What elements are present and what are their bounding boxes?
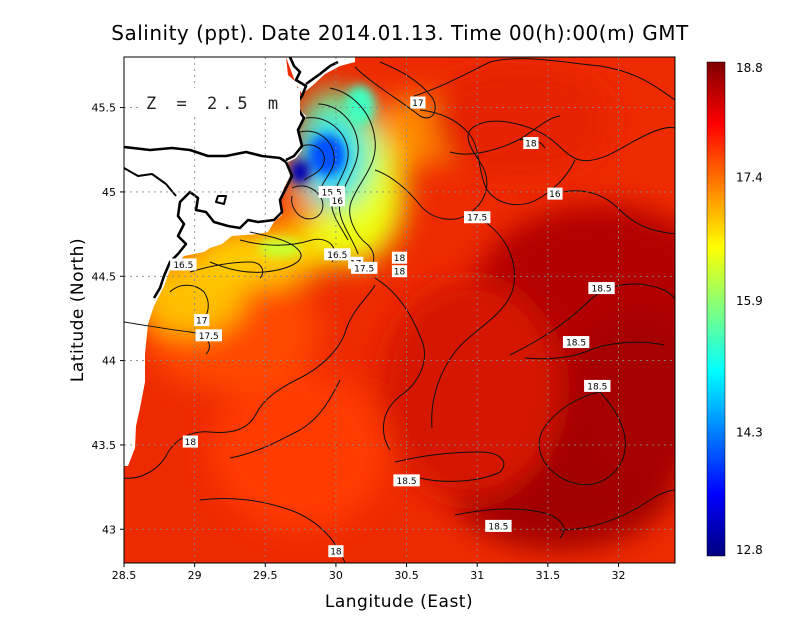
contour-label-text: 17 [196, 317, 207, 327]
x-tick-label: 28.5 [112, 569, 137, 582]
grid-lines [124, 57, 675, 563]
x-tick-label: 29 [188, 569, 202, 582]
depth-annotation-box [140, 88, 300, 116]
contour-label-bg [410, 96, 426, 109]
contour-label-text: 17.5 [199, 332, 219, 342]
contour-label-text: 18 [525, 140, 537, 150]
colorbar-tick-label: 14.3 [736, 426, 763, 440]
plot-frame [123, 56, 676, 564]
colorbar-tick-label: 18.8 [736, 61, 763, 75]
contour-label-bg [547, 187, 563, 200]
contour-label-bg [464, 211, 491, 224]
contour-labels: 17181615.51617.516.5181717.51816.518.517… [170, 96, 615, 558]
colorbar-tick-label: 15.9 [736, 294, 763, 308]
x-tick-label: 31.5 [536, 569, 561, 582]
contour-label-bg [588, 282, 615, 295]
contour-label: 17 [194, 314, 210, 327]
y-tick-label: 44.5 [92, 270, 117, 283]
contour-label-bg [170, 258, 197, 271]
contour-label-text: 18 [330, 548, 342, 558]
y-axis-title: Latitude (North) [68, 238, 88, 382]
x-tick-label: 32 [611, 569, 625, 582]
contour-label: 17.5 [195, 329, 222, 342]
y-tick-label: 45.5 [92, 102, 117, 115]
y-tick-label: 43 [102, 523, 116, 536]
contour-label-text: 18 [185, 438, 197, 448]
contour-label-bg [350, 261, 378, 274]
contour-label: 16.5 [170, 258, 197, 271]
contour-label-text: 18.5 [566, 339, 586, 349]
x-tick-label: 31 [470, 569, 484, 582]
contour-label: 18 [391, 265, 408, 278]
contour-label-text: 18 [394, 268, 406, 278]
contour-label: 17 [410, 96, 426, 109]
contour-label: 18.5 [588, 282, 615, 295]
contour-label: 18 [391, 251, 408, 264]
contour-label-bg [562, 336, 590, 349]
colorbar-tick-label: 17.4 [736, 170, 763, 184]
colorbar-ramp [706, 61, 726, 557]
y-tick-label: 43.5 [92, 439, 117, 452]
contour-label: 18.5 [485, 519, 512, 532]
contour-label: 18 [523, 137, 539, 150]
contour-label-text: 18.5 [592, 285, 612, 295]
contour-label-text: 17 [412, 99, 423, 109]
contour-label: 18 [328, 545, 344, 558]
contour-lines [123, 58, 676, 564]
contour-label-text: 16 [549, 190, 561, 200]
contour-label: 18.5 [562, 336, 590, 349]
contour-label-bg [195, 329, 222, 342]
contour-label-bg [324, 248, 351, 261]
contour-label-bg [391, 265, 408, 278]
contour-label-text: 15.5 [322, 188, 342, 198]
contour-label: 18.5 [584, 379, 611, 392]
contour-label-text: 18.5 [587, 382, 607, 392]
x-tick-label: 29.5 [253, 569, 278, 582]
contour-label-text: 16.5 [327, 251, 347, 261]
coastline [123, 56, 339, 299]
contour-label-text: 18.5 [397, 477, 417, 487]
colorbar: 18.8 17.4 15.9 14.3 12.8 [706, 61, 763, 557]
y-tick-label: 44 [102, 355, 116, 368]
x-axis-title: Langitude (East) [325, 592, 473, 612]
contour-label: 16 [329, 194, 345, 207]
contour-label-bg [393, 474, 420, 487]
contour-label-bg [485, 519, 512, 532]
depth-annotation: Z = 2.5 m [146, 94, 283, 114]
contour-label: 17.5 [464, 211, 491, 224]
x-tick-label: 30.5 [394, 569, 419, 582]
x-axis: 28.5 29 29.5 30 30.5 31 31.5 32 [112, 563, 625, 582]
contour-label-text: 18.5 [488, 522, 508, 532]
contour-label-bg [182, 435, 199, 448]
contour-label-text: 16 [332, 197, 344, 207]
contour-label-text: 18 [394, 254, 406, 264]
x-tick-label: 30 [329, 569, 343, 582]
contour-label-text: 17.5 [467, 214, 487, 224]
contour-label-bg [584, 379, 611, 392]
salinity-field [124, 57, 675, 563]
contour-label: 18 [182, 435, 199, 448]
contour-label-bg [329, 194, 345, 207]
contour-label: 18.5 [393, 474, 420, 487]
y-axis: 43 43.5 44 44.5 45 45.5 [92, 102, 124, 536]
contour-label-bg [328, 545, 344, 558]
colorbar-tick-label: 12.8 [736, 543, 763, 557]
contour-label: 17.5 [350, 261, 378, 274]
contour-label-bg [523, 137, 539, 150]
contour-label: 16.5 [324, 248, 351, 261]
contour-label-text: 17.5 [354, 264, 374, 274]
contour-label: 16 [547, 187, 563, 200]
colorbar-ticks: 18.8 17.4 15.9 14.3 12.8 [736, 61, 763, 557]
contour-label-bg [391, 251, 408, 264]
contour-label-bg [194, 314, 210, 327]
chart-title: Salinity (ppt). Date 2014.01.13. Time 00… [111, 21, 689, 45]
y-tick-label: 45 [102, 186, 116, 199]
contour-label-text: 16.5 [173, 261, 193, 271]
